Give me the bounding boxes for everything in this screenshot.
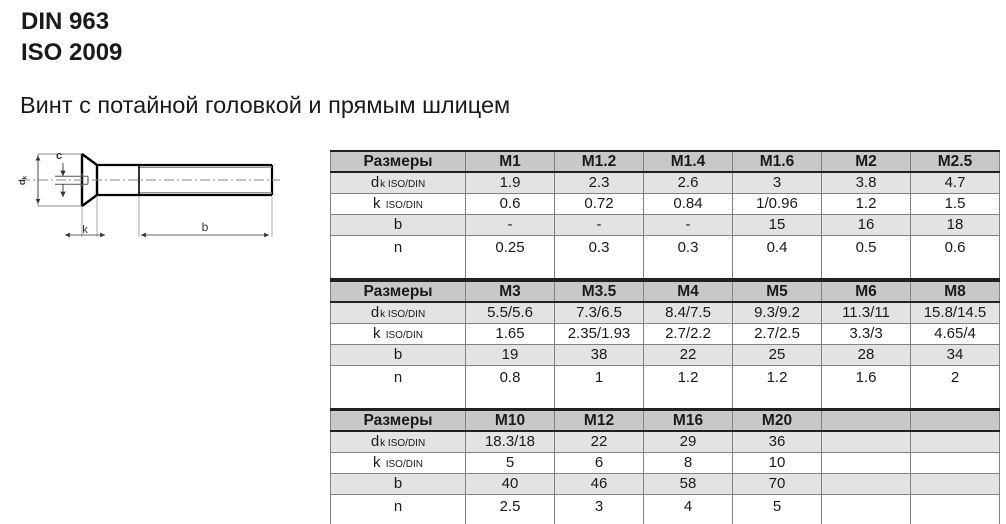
svg-text:b: b [202,220,209,234]
svg-text:c: c [56,150,62,162]
svg-text:dk: dk [17,175,28,185]
svg-text:k: k [82,224,88,236]
